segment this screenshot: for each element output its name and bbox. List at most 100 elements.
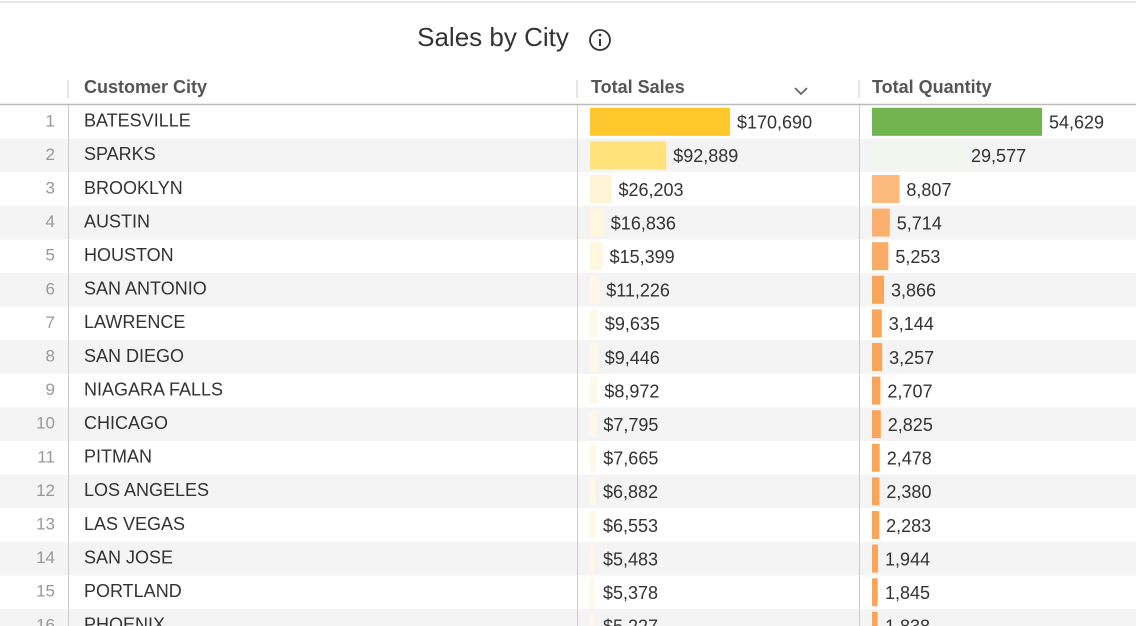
value-cell: 2,380 (886, 482, 931, 502)
row-number: 13 (36, 514, 55, 533)
city-cell: LAWRENCE (84, 312, 185, 332)
city-cell: SPARKS (84, 144, 156, 164)
table-row: 13 LAS VEGAS $6,553 2,283 (36, 508, 931, 542)
data-bar (872, 208, 890, 237)
table-row: 9 NIAGARA FALLS $8,972 2,707 (46, 373, 932, 408)
city-cell: NIAGARA FALLS (84, 379, 223, 399)
data-bar (590, 611, 595, 626)
city-cell: BROOKLYN (84, 178, 183, 198)
value-cell: 5,253 (895, 247, 940, 267)
value-cell: $16,836 (611, 213, 676, 233)
city-cell: AUSTIN (84, 211, 150, 231)
row-number: 5 (46, 246, 55, 265)
row-number: 11 (37, 447, 55, 466)
data-bar (872, 275, 885, 304)
city-cell: SAN ANTONIO (84, 279, 207, 299)
row-background (0, 474, 1136, 509)
row-number: 2 (46, 145, 55, 164)
value-cell: $26,203 (618, 180, 683, 200)
value-cell: 3,144 (889, 314, 934, 334)
column-header[interactable]: Total Sales (591, 77, 685, 97)
value-cell: 1,838 (885, 617, 930, 626)
value-cell: $6,553 (603, 516, 658, 536)
row-number: 6 (46, 279, 55, 298)
row-background (0, 609, 1136, 626)
column-header[interactable]: Total Quantity (872, 77, 992, 97)
value-cell: $9,635 (605, 314, 660, 334)
value-cell: $92,889 (673, 146, 738, 166)
info-icon[interactable] (589, 29, 611, 51)
data-bar (872, 410, 881, 439)
value-cell: $11,226 (606, 281, 670, 301)
data-bar (872, 611, 878, 626)
value-cell: 2,478 (887, 449, 932, 469)
row-background (0, 138, 1136, 173)
table-row: 5 HOUSTON $15,399 5,253 (46, 239, 940, 273)
data-bar (872, 443, 880, 472)
value-cell: 3,257 (889, 348, 934, 368)
value-cell: $7,795 (603, 415, 658, 435)
data-bar (872, 477, 880, 506)
city-cell: SAN JOSE (84, 547, 173, 567)
table-row: 16 PHOENIX $5,227 1,838 (0, 609, 1136, 626)
data-bar (590, 376, 598, 405)
row-number: 4 (46, 212, 55, 231)
row-background (0, 205, 1136, 240)
data-bar (590, 309, 598, 338)
value-cell: 54,629 (1049, 113, 1104, 133)
data-bar (872, 376, 881, 405)
city-cell: PORTLAND (84, 581, 182, 601)
row-number: 16 (36, 615, 55, 626)
row-number: 1 (46, 111, 55, 130)
table-row: 11 PITMAN $7,665 2,478 (37, 441, 932, 475)
city-cell: PHOENIX (84, 615, 165, 626)
data-bar (872, 175, 900, 203)
row-number: 15 (36, 582, 55, 601)
data-bar (872, 141, 965, 170)
value-cell: $170,690 (737, 113, 812, 133)
row-number: 10 (36, 414, 55, 433)
table-row: 2 SPARKS $92,889 29,577 (0, 138, 1136, 173)
table-row: 4 AUSTIN $16,836 5,714 (0, 205, 1136, 240)
row-number: 12 (36, 481, 55, 500)
data-bar (872, 343, 883, 371)
value-cell: $8,972 (604, 381, 659, 401)
value-cell: 29,577 (971, 146, 1026, 166)
table-row: 8 SAN DIEGO $9,446 3,257 (0, 340, 1136, 374)
value-cell: $5,378 (603, 583, 658, 603)
value-cell: $5,483 (603, 549, 658, 569)
value-cell: $7,665 (603, 449, 658, 469)
widget-title: Sales by City (417, 22, 569, 52)
value-cell: 5,714 (897, 213, 942, 233)
row-background (0, 340, 1136, 374)
value-cell: 2,283 (886, 516, 931, 536)
value-cell: $6,882 (603, 482, 658, 502)
table-header: Customer City Total Sales Total Quantity (0, 77, 1136, 106)
table-row: 3 BROOKLYN $26,203 8,807 (46, 172, 951, 206)
data-bar (590, 544, 595, 573)
data-bar (872, 242, 889, 271)
table-row: 12 LOS ANGELES $6,882 2,380 (0, 474, 1136, 509)
data-bar (590, 410, 597, 439)
row-background (0, 273, 1136, 307)
data-bar (872, 107, 1042, 136)
sort-indicator[interactable] (794, 87, 808, 96)
city-cell: HOUSTON (84, 245, 174, 265)
city-cell: BATESVILLE (84, 111, 191, 131)
city-cell: LOS ANGELES (84, 480, 209, 500)
value-cell: 1,944 (885, 549, 930, 569)
row-background (0, 541, 1136, 576)
data-bar (590, 343, 598, 371)
table-row: 10 CHICAGO $7,795 2,825 (0, 407, 1136, 441)
value-cell: 8,807 (906, 180, 951, 200)
city-cell: LAS VEGAS (84, 514, 185, 534)
table-row: 7 LAWRENCE $9,635 3,144 (46, 306, 934, 341)
row-number: 3 (46, 178, 55, 197)
value-cell: 1,845 (885, 583, 930, 603)
column-header[interactable]: Customer City (84, 77, 207, 97)
table-row: 15 PORTLAND $5,378 1,845 (36, 575, 930, 609)
data-bar (590, 275, 600, 304)
